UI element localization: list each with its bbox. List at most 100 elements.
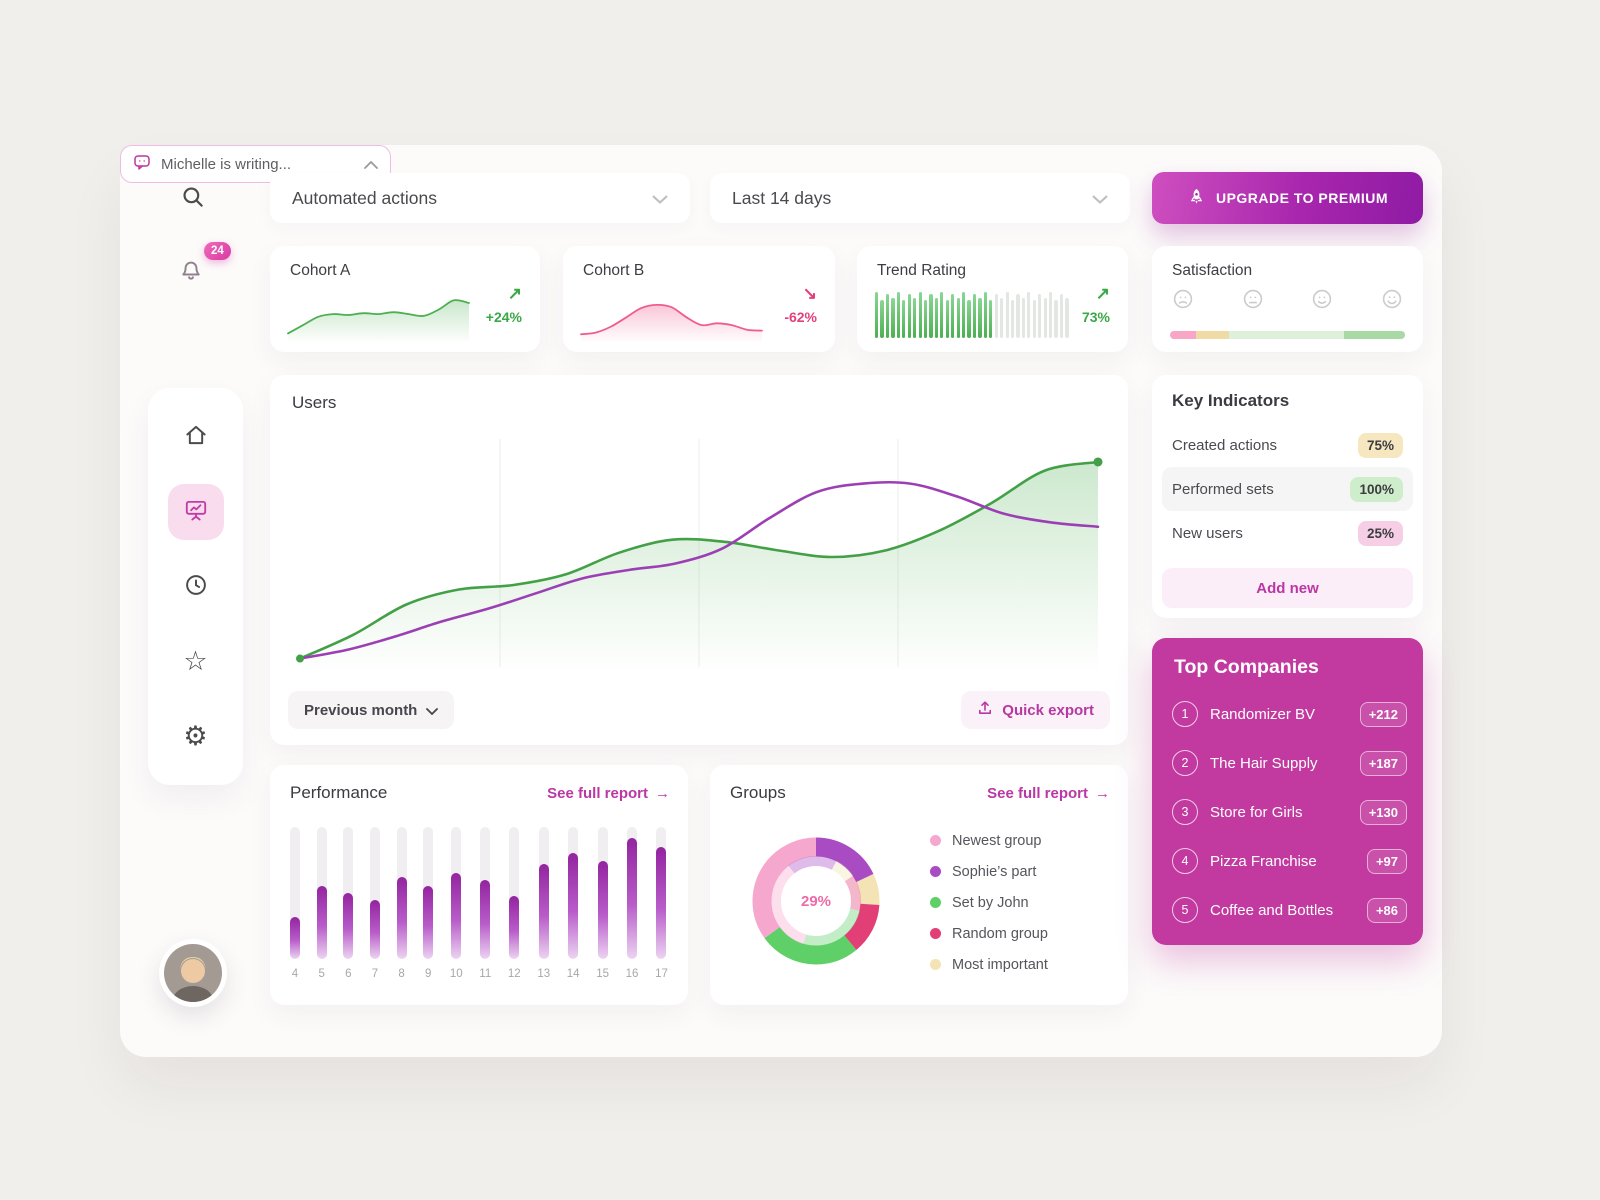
indicator-row: Performed sets 100% (1162, 467, 1413, 511)
performance-bar-fill (290, 916, 300, 959)
legend-dot (930, 897, 941, 908)
legend-item: Set by John (930, 887, 1048, 918)
legend-item: Most important (930, 949, 1048, 980)
company-row[interactable]: 5 Coffee and Bottles +86 (1172, 892, 1407, 928)
cohort-a-delta: +24% (485, 309, 522, 325)
performance-bar-label: 7 (371, 968, 379, 980)
groups-legend: Newest group Sophie’s part Set by John R… (930, 825, 1048, 980)
top-companies-title: Top Companies (1174, 656, 1319, 678)
sidebar-item-history[interactable] (168, 559, 224, 615)
performance-bar-label: 11 (479, 968, 492, 980)
performance-bar: 10 (450, 827, 463, 991)
sad-face-icon (1172, 288, 1194, 315)
trend-bar (967, 300, 971, 338)
trend-bar (875, 292, 879, 338)
legend-label: Set by John (952, 894, 1029, 911)
previous-month-button[interactable]: Previous month (288, 691, 455, 729)
company-rank: 1 (1172, 701, 1198, 727)
sidebar-item-favorites[interactable]: ☆ (168, 633, 224, 689)
donut-center-value: 29% (800, 892, 832, 910)
performance-card: Performance See full report → 4 5 6 7 8 9 10 11… (270, 765, 688, 1005)
sidebar-item-settings[interactable]: ⚙ (168, 708, 224, 764)
satisfaction-faces (1172, 288, 1403, 315)
add-new-button[interactable]: Add new (1162, 568, 1413, 608)
indicator-value-badge: 75% (1357, 432, 1403, 458)
automated-actions-select[interactable]: Automated actions (270, 173, 690, 223)
company-rank: 3 (1172, 799, 1198, 825)
trend-bar (1054, 300, 1058, 338)
search-icon (180, 184, 206, 213)
sidebar-item-dashboard[interactable] (167, 483, 224, 540)
writing-status-text: Michelle is writing... (161, 155, 292, 173)
upgrade-premium-button[interactable]: UPGRADE TO PREMIUM (1152, 172, 1423, 224)
performance-bar-label: 6 (345, 968, 352, 980)
company-name: Store for Girls (1210, 803, 1303, 821)
performance-bar-label: 14 (566, 968, 580, 980)
trend-bar (1059, 294, 1064, 338)
groups-see-full-report-link[interactable]: See full report → (987, 785, 1110, 802)
dashboard-panel: 24 ☆ (120, 145, 1442, 1057)
search-button[interactable] (172, 177, 214, 219)
indicator-label: Performed sets (1172, 480, 1274, 498)
performance-bar: 6 (343, 827, 354, 991)
notifications-button[interactable] (170, 251, 212, 293)
automated-actions-value: Automated actions (292, 187, 437, 208)
users-title: Users (292, 393, 337, 412)
sidebar-nav: ☆ ⚙ (148, 388, 243, 785)
performance-title: Performance (290, 783, 388, 802)
performance-bar-label: 12 (507, 968, 521, 980)
performance-bar: 11 (479, 827, 491, 991)
user-avatar[interactable] (159, 939, 227, 1007)
trend-bar (994, 294, 998, 338)
chat-icon (133, 153, 151, 175)
arrow-right-icon: → (1095, 785, 1110, 802)
export-icon (977, 700, 993, 720)
performance-bar-label: 13 (537, 968, 551, 980)
key-indicators-card: Key Indicators Created actions 75% Perfo… (1152, 375, 1423, 618)
company-row[interactable]: 3 Store for Girls +130 (1172, 794, 1407, 830)
trend-bar (1016, 294, 1020, 338)
company-name: Pizza Franchise (1210, 852, 1317, 870)
performance-bar-fill (396, 877, 407, 959)
quick-export-button[interactable]: Quick export (961, 691, 1110, 729)
performance-bar-track (568, 827, 579, 959)
trend-bar (1010, 300, 1015, 338)
company-row[interactable]: 1 Randomizer BV +212 (1172, 696, 1407, 732)
trend-bar (978, 298, 982, 338)
performance-bar: 9 (423, 827, 434, 991)
groups-card: Groups See full report → 29% Newest grou… (710, 765, 1128, 1005)
cohort-b-delta: -62% (784, 309, 817, 325)
performance-see-full-report-link[interactable]: See full report → (547, 785, 670, 802)
trend-bar (907, 294, 911, 338)
satisfaction-segment (1170, 331, 1196, 339)
trend-rating-bars (875, 290, 1069, 338)
groups-title: Groups (730, 783, 786, 802)
performance-bar-track (480, 827, 491, 959)
performance-bar-fill (451, 873, 462, 959)
legend-dot (930, 959, 941, 970)
satisfaction-title: Satisfaction (1172, 262, 1253, 279)
performance-bar-track (423, 827, 434, 959)
previous-month-label: Previous month (304, 701, 418, 719)
legend-label: Newest group (952, 832, 1042, 849)
performance-bar: 17 (655, 827, 668, 991)
date-range-select[interactable]: Last 14 days (710, 173, 1130, 223)
legend-item: Newest group (930, 825, 1048, 856)
sidebar-item-home[interactable] (168, 409, 224, 465)
chevron-down-icon (426, 702, 439, 719)
company-row[interactable]: 2 The Hair Supply +187 (1172, 745, 1407, 781)
performance-bar-track (290, 827, 300, 959)
performance-bar-label: 15 (596, 968, 609, 980)
home-icon (183, 422, 209, 451)
legend-label: Most important (952, 956, 1048, 973)
chevron-up-icon (364, 156, 378, 173)
presentation-icon (183, 497, 209, 526)
legend-dot (930, 928, 941, 939)
performance-bar-track (316, 827, 327, 959)
performance-bar-fill (538, 863, 549, 959)
performance-bar-label: 16 (625, 968, 639, 980)
performance-bar: 8 (396, 827, 407, 991)
company-row[interactable]: 4 Pizza Franchise +97 (1172, 843, 1407, 879)
chevron-down-icon (652, 188, 668, 209)
trend-bar (956, 298, 960, 338)
